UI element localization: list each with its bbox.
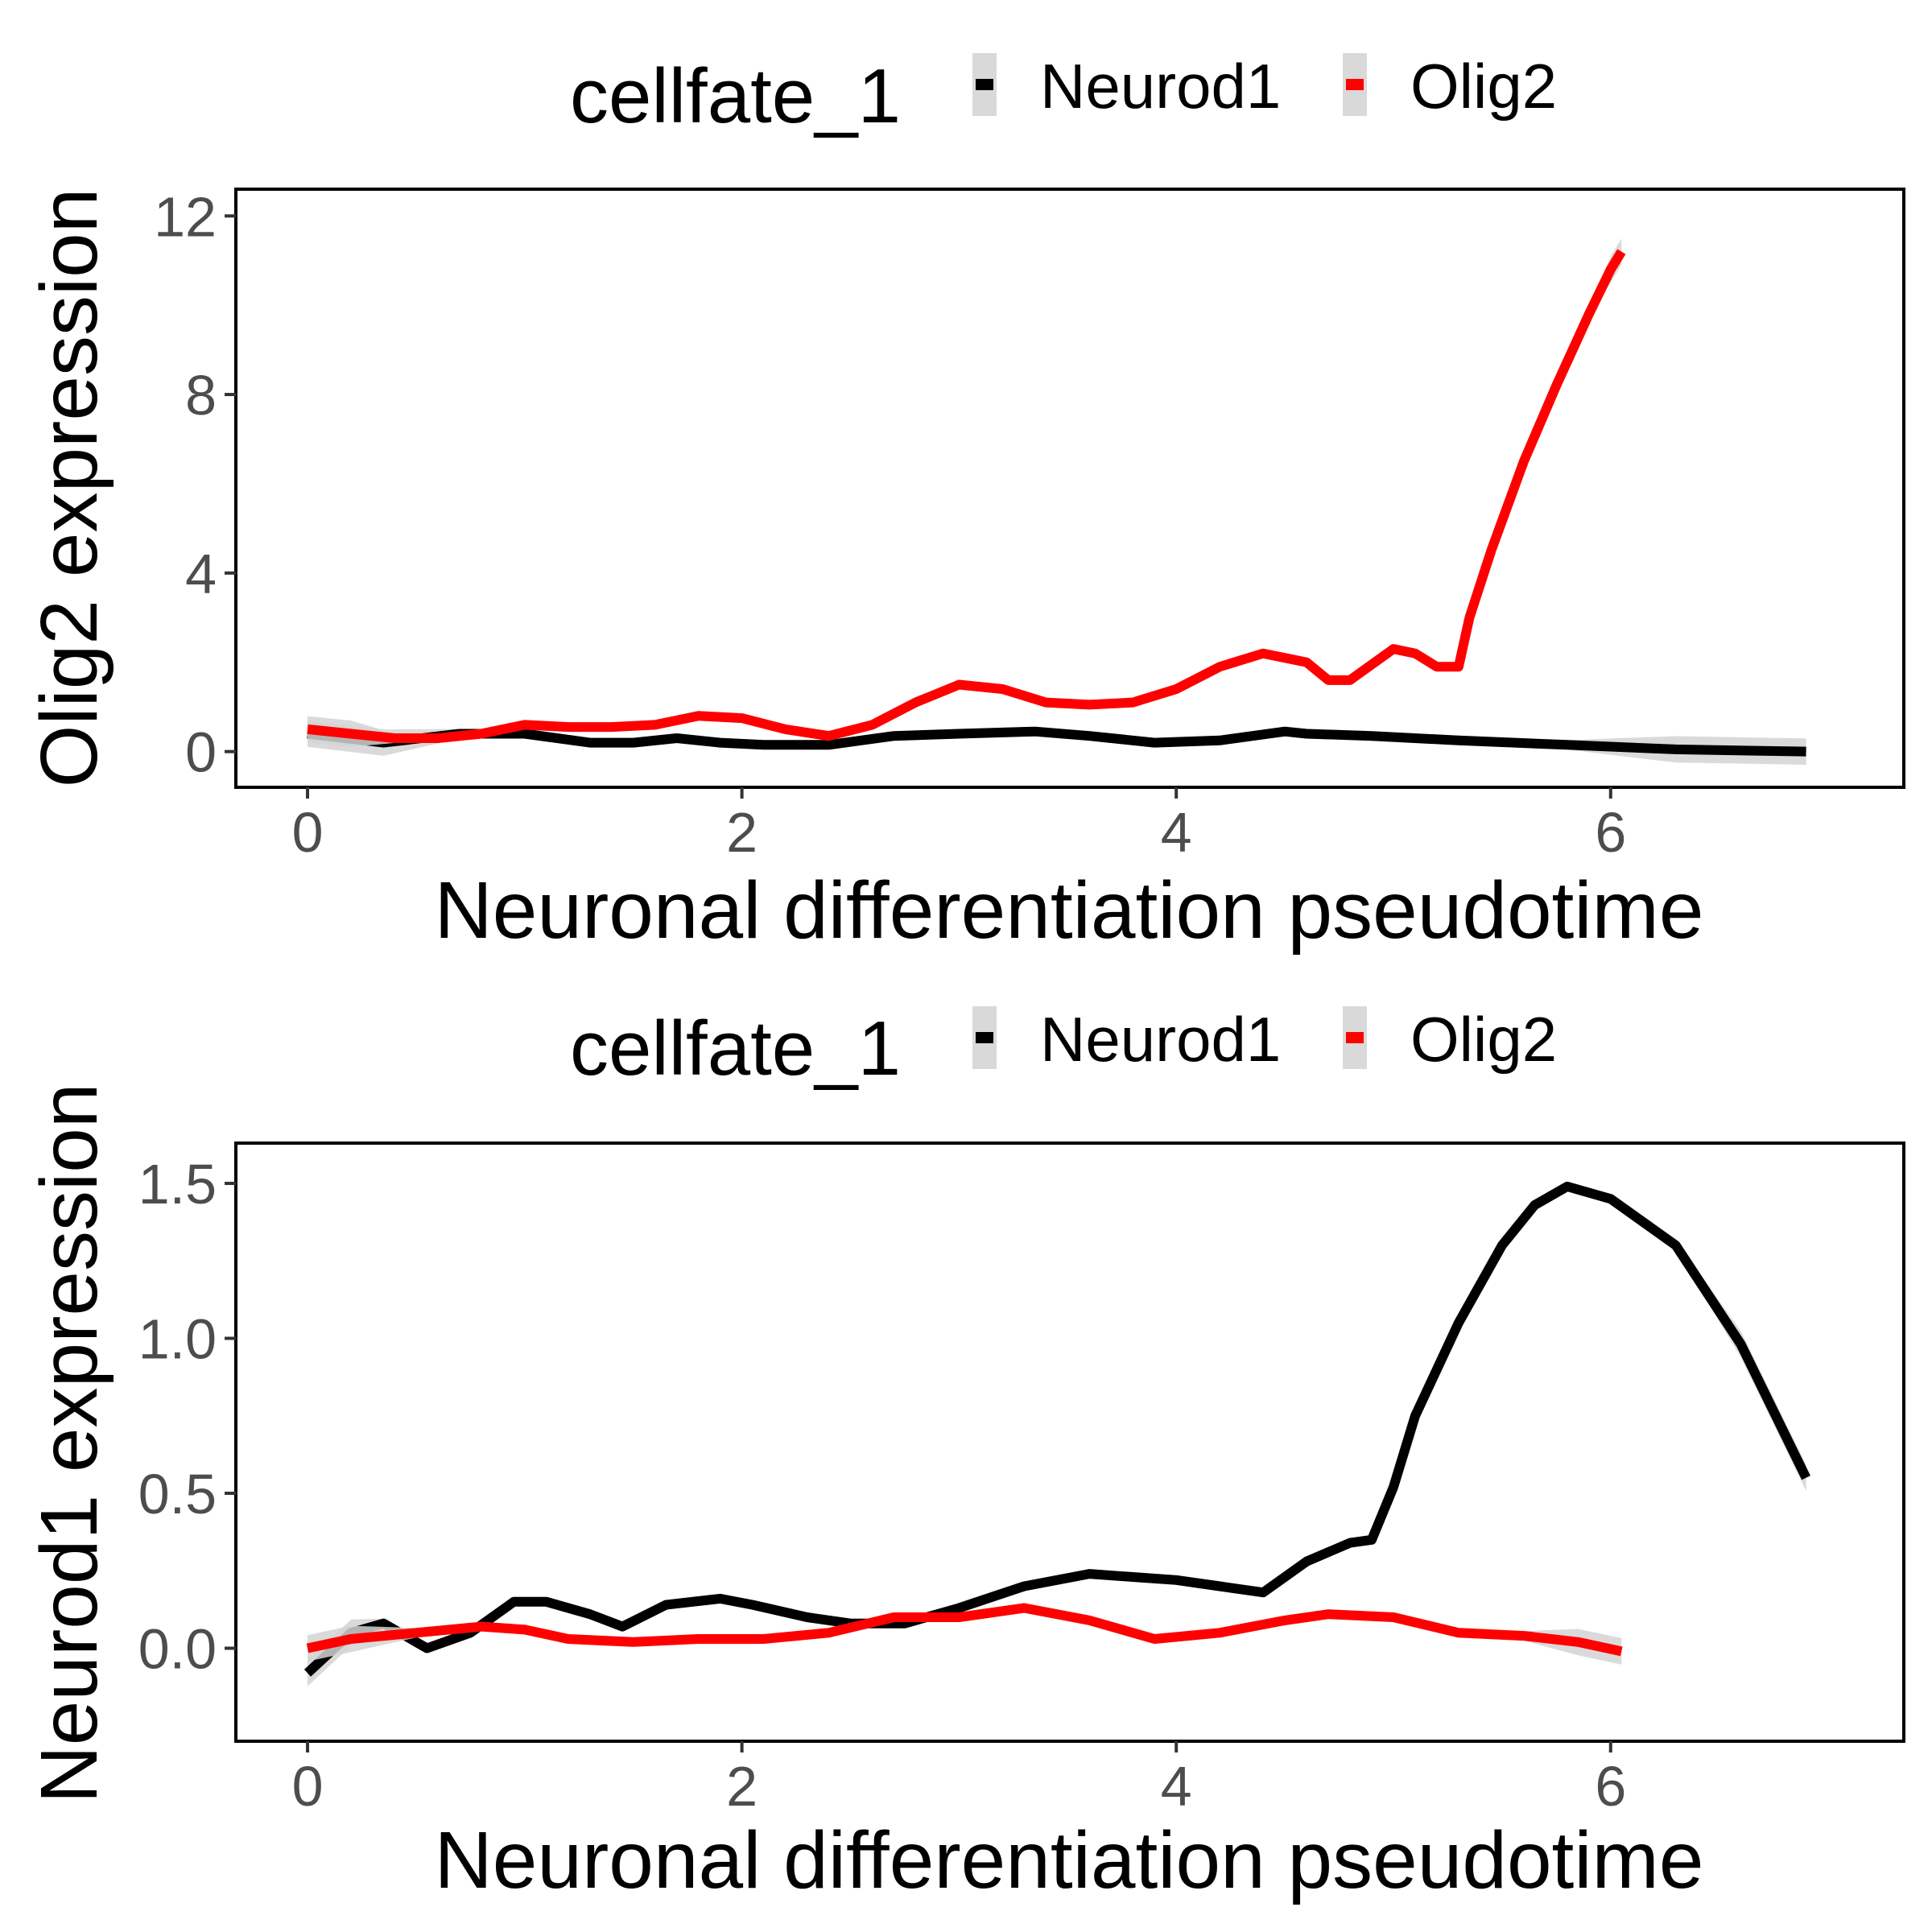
legend-title: cellfate_1 bbox=[570, 1005, 901, 1092]
legend: cellfate_1 Neurod1 Olig2 bbox=[570, 51, 1557, 139]
series-layer bbox=[303, 1181, 1810, 1686]
panel-neurod1: cellfate_1 Neurod1 Olig2 0.0 0.5 1.0 1.5 0 2… bbox=[24, 1004, 1905, 1905]
legend-key-olig2 bbox=[1346, 79, 1364, 90]
y-tick-label: 4 bbox=[185, 543, 217, 605]
y-axis: 0.0 0.5 1.0 1.5 bbox=[138, 1153, 236, 1681]
legend-key-neurod1 bbox=[976, 1032, 993, 1043]
x-axis-title: Neuronal differentiation pseudotime bbox=[435, 865, 1704, 956]
series-line-olig2 bbox=[306, 1603, 1623, 1657]
legend-label-olig2: Olig2 bbox=[1410, 51, 1557, 122]
legend-title: cellfate_1 bbox=[570, 53, 901, 139]
y-tick-label: 0.5 bbox=[138, 1463, 217, 1525]
series-layer bbox=[307, 238, 1806, 765]
legend-key-neurod1 bbox=[976, 79, 993, 90]
legend-label-neurod1: Neurod1 bbox=[1040, 1004, 1281, 1075]
x-tick-label: 4 bbox=[1161, 1755, 1192, 1818]
x-tick-label: 2 bbox=[726, 1755, 758, 1818]
x-tick-label: 2 bbox=[726, 801, 758, 864]
x-tick-label: 6 bbox=[1595, 801, 1626, 864]
y-axis: 0 4 8 12 bbox=[154, 185, 236, 784]
panel-olig2: cellfate_1 Neurod1 Olig2 0 4 8 12 0 2 4 6 Neur… bbox=[24, 51, 1905, 956]
legend: cellfate_1 Neurod1 Olig2 bbox=[570, 1004, 1557, 1092]
plot-panel-border bbox=[234, 1141, 1905, 1743]
legend-label-olig2: Olig2 bbox=[1410, 1004, 1557, 1075]
x-tick-label: 0 bbox=[292, 1755, 324, 1818]
y-tick-label: 1.5 bbox=[138, 1153, 217, 1216]
y-tick-label: 0.0 bbox=[138, 1618, 217, 1681]
x-axis: 0 2 4 6 bbox=[292, 787, 1626, 864]
series-line-neurod1 bbox=[307, 726, 1806, 757]
y-tick-label: 12 bbox=[154, 185, 217, 248]
y-tick-label: 1.0 bbox=[138, 1308, 217, 1371]
series-line-olig2 bbox=[307, 249, 1626, 743]
y-axis-title: Neurod1 expression bbox=[24, 1084, 114, 1804]
x-axis: 0 2 4 6 bbox=[292, 1741, 1626, 1818]
x-tick-label: 0 bbox=[292, 801, 324, 864]
x-axis-title: Neuronal differentiation pseudotime bbox=[435, 1815, 1704, 1905]
x-tick-label: 6 bbox=[1595, 1755, 1626, 1818]
legend-label-neurod1: Neurod1 bbox=[1040, 51, 1281, 122]
legend-key-olig2 bbox=[1346, 1032, 1364, 1043]
y-axis-title: Olig2 expression bbox=[24, 188, 114, 788]
y-tick-label: 8 bbox=[185, 364, 217, 427]
series-line-neurod1 bbox=[303, 1181, 1810, 1677]
plot-panel-border bbox=[234, 188, 1905, 789]
y-tick-label: 0 bbox=[185, 721, 217, 784]
x-tick-label: 4 bbox=[1161, 801, 1192, 864]
